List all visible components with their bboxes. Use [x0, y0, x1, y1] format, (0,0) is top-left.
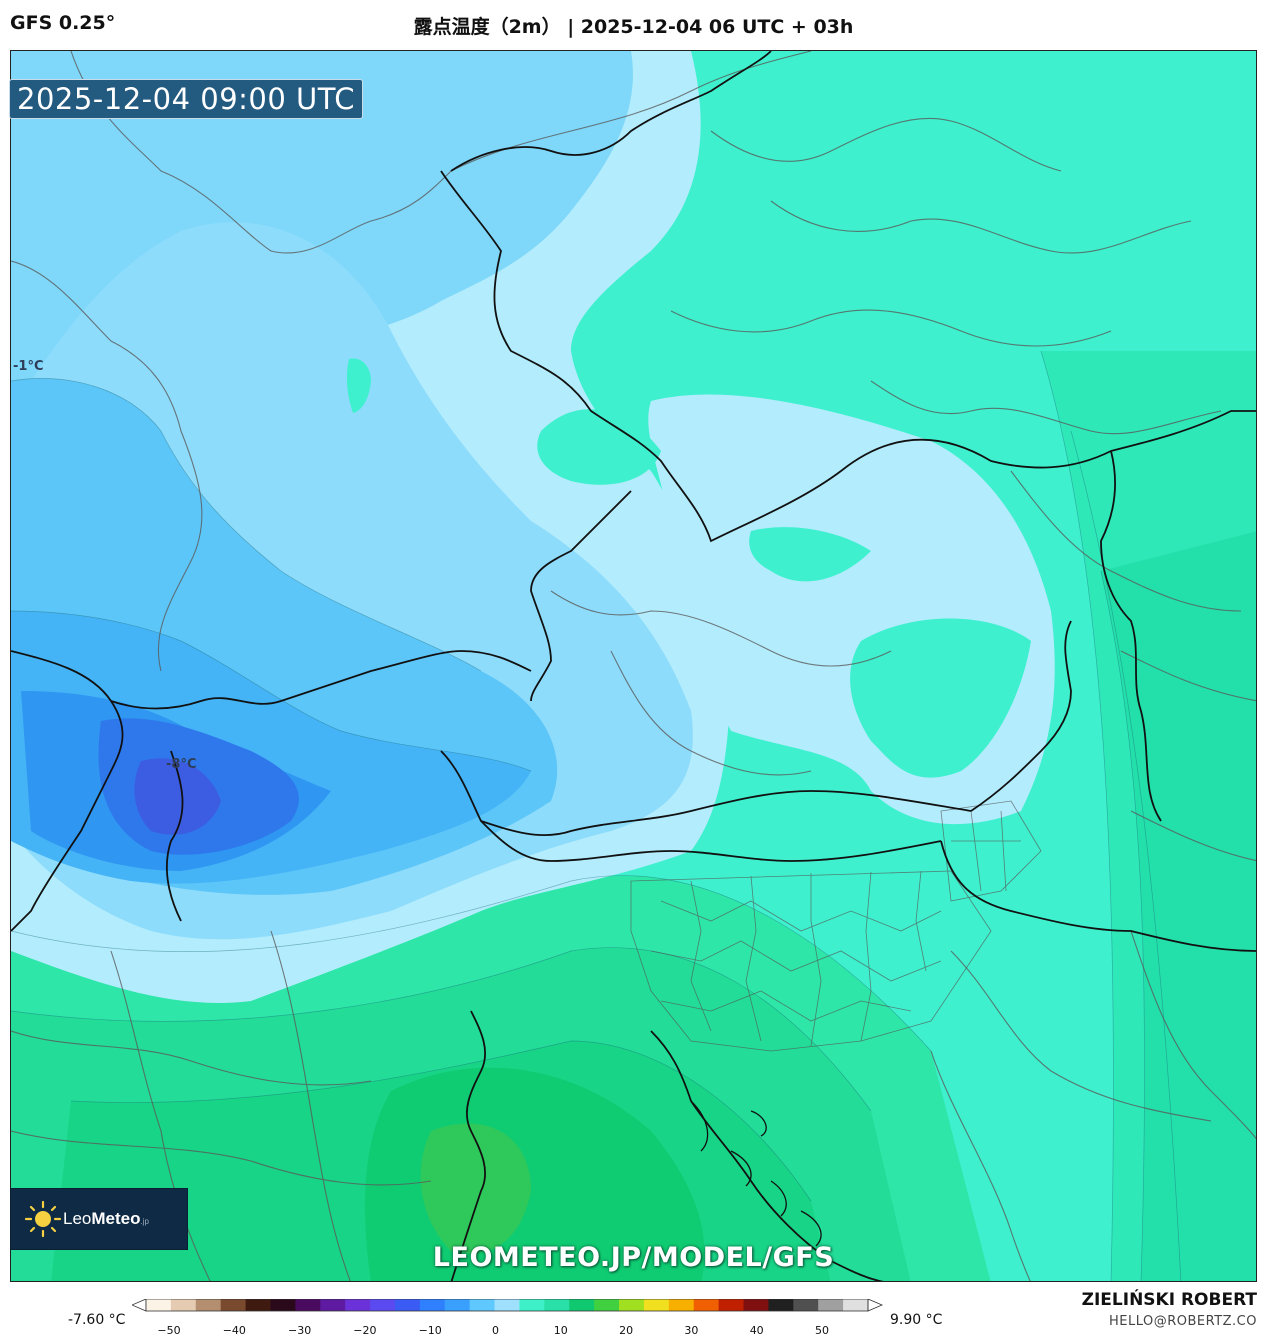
colorbar-segment — [643, 1299, 670, 1311]
colorbar-segment — [494, 1299, 520, 1311]
colorbar-tick-label: 30 — [684, 1324, 699, 1337]
sun-icon — [24, 1200, 62, 1238]
site-watermark: LEOMETEO.JP/MODEL/GFS — [432, 1242, 835, 1273]
colorbar-tick-label: 10 — [553, 1324, 568, 1337]
map-title: 露点温度（2m） | 2025-12-04 06 UTC + 03h — [413, 16, 854, 38]
colorbar-frame — [145, 1299, 869, 1312]
colorbar-segment — [668, 1299, 695, 1311]
colorbar-segment — [419, 1299, 446, 1311]
colorbar-segment — [245, 1299, 271, 1311]
colorbar-segment — [394, 1299, 421, 1311]
colorbar-tick-label: 0 — [492, 1324, 499, 1337]
colorbar-min-value: -7.60 °C — [68, 1312, 126, 1328]
colorbar-segment — [295, 1299, 321, 1311]
colorbar-segment — [170, 1299, 197, 1311]
author-email[interactable]: HELLO@ROBERTZ.CO — [1108, 1314, 1257, 1329]
colorbar-segment — [569, 1299, 595, 1311]
colorbar — [132, 1299, 884, 1312]
colorbar-tick-label: 50 — [815, 1324, 829, 1337]
logo-name-bold: Meteo — [91, 1209, 141, 1228]
dewpoint-label-left: -1°C — [13, 359, 44, 374]
logo-wordmark: LeoMeteo.jp — [63, 1209, 149, 1229]
colorbar-over-arrow — [867, 1299, 884, 1312]
colorbar-tick-label: 20 — [619, 1324, 634, 1337]
colorbar-segment — [768, 1299, 794, 1311]
colorbar-segment — [195, 1299, 222, 1311]
colorbar-segment — [693, 1299, 720, 1311]
colorbar-tick-label: 40 — [749, 1324, 764, 1337]
colorbar-segment — [444, 1299, 471, 1311]
logo-suffix: .jp — [140, 1217, 149, 1226]
dewpoint-label-min: -8°C — [166, 757, 197, 772]
colorbar-segment — [619, 1299, 645, 1311]
colorbar-max-value: 9.90 °C — [890, 1312, 943, 1328]
colorbar-segment — [345, 1299, 371, 1311]
colorbar-segment — [220, 1299, 247, 1311]
colorbar-segment — [843, 1299, 869, 1311]
colorbar-segment — [270, 1299, 296, 1311]
colorbar-segment — [743, 1299, 769, 1311]
colorbar-segment — [469, 1299, 496, 1311]
leometeo-logo[interactable]: LeoMeteo.jp — [10, 1188, 188, 1250]
colorbar-segment — [544, 1299, 570, 1311]
colorbar-segment — [818, 1299, 844, 1311]
colorbar-tick-label: −30 — [287, 1324, 312, 1337]
model-name: GFS 0.25° — [10, 12, 116, 34]
colorbar-segment — [718, 1299, 745, 1311]
dewpoint-field — [11, 51, 1256, 1281]
colorbar-tick-label: −50 — [157, 1324, 181, 1337]
colorbar-under-arrow — [132, 1299, 147, 1312]
colorbar-tick-label: −40 — [222, 1324, 246, 1337]
colorbar-tick-label: −20 — [353, 1324, 377, 1337]
colorbar-segment — [519, 1299, 545, 1311]
author-name: ZIELIŃSKI ROBERT — [1081, 1290, 1257, 1310]
colorbar-segment — [793, 1299, 819, 1311]
map-panel[interactable]: -1°C -8°C — [10, 50, 1257, 1282]
logo-name-light: Leo — [63, 1209, 92, 1228]
colorbar-tick-label: −10 — [418, 1324, 442, 1337]
colorbar-segment — [594, 1299, 620, 1311]
valid-time-badge: 2025-12-04 09:00 UTC — [9, 79, 364, 119]
colorbar-segment — [370, 1299, 396, 1311]
colorbar-segment — [320, 1299, 346, 1311]
colorbar-segment — [146, 1299, 172, 1311]
